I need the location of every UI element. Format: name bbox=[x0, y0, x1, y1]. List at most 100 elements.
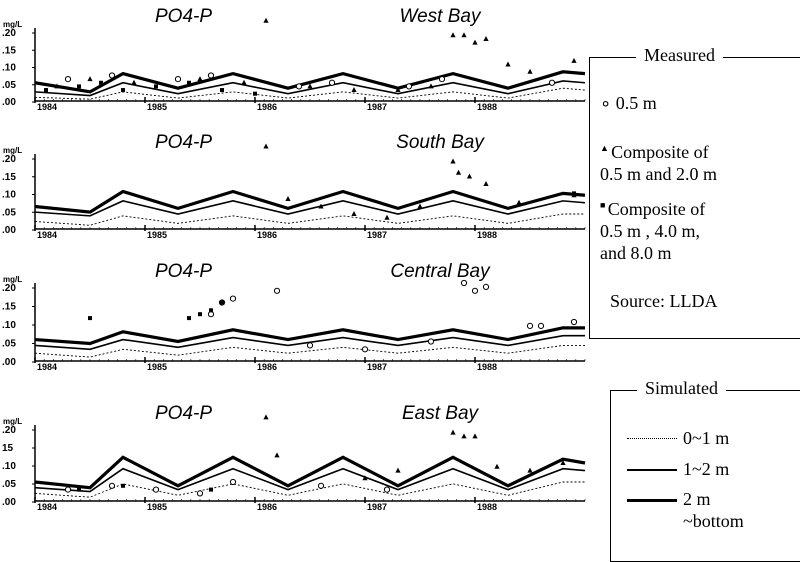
measured-triangle-point bbox=[461, 32, 467, 38]
measured-square-point bbox=[44, 88, 48, 93]
simulated-legend: Simulated 0~1 m 1~2 m 2 m ~bottom bbox=[610, 378, 800, 562]
measured-circle-point bbox=[471, 287, 479, 294]
x-tick-label: 1987 bbox=[367, 502, 387, 512]
x-tick-label: 1985 bbox=[147, 362, 167, 372]
measured-triangle-point bbox=[395, 467, 401, 473]
x-tick-label: 1984 bbox=[37, 502, 57, 512]
measured-circle-point bbox=[438, 76, 446, 83]
panel-title: Central Bay bbox=[390, 261, 491, 282]
measured-triangle-point bbox=[351, 87, 357, 93]
measured-triangle-point bbox=[483, 181, 489, 186]
panel-label-po4p: PO4-P bbox=[155, 403, 212, 424]
measured-circle-point bbox=[427, 338, 435, 345]
x-tick-label: 1985 bbox=[147, 230, 167, 240]
y-tick-label: .00 bbox=[2, 497, 16, 508]
series-line-2 bbox=[34, 80, 586, 97]
measured-circle-point bbox=[328, 79, 336, 86]
measured-triangle-point bbox=[461, 433, 467, 439]
measured-triangle-point bbox=[87, 76, 93, 82]
square-marker-icon: ■ bbox=[600, 200, 608, 210]
y-tick-label: .10 bbox=[2, 190, 16, 201]
y-tick-label: .10 bbox=[2, 320, 16, 331]
series-line-3 bbox=[34, 189, 586, 214]
x-tick-label: 1988 bbox=[477, 362, 497, 372]
panel-east-bay: PO4-P East Bay mg/L.20 15 .10 .05 .00 1984 1985 1… bbox=[2, 403, 586, 512]
measured-square-point bbox=[99, 80, 103, 85]
y-tick-label: .05 bbox=[2, 339, 16, 350]
measured-circle-point bbox=[108, 482, 116, 489]
measured-triangle-point bbox=[516, 199, 522, 205]
measured-square-point bbox=[198, 312, 202, 317]
y-tick-label: .05 bbox=[2, 207, 16, 218]
circle-marker-icon: ∘ bbox=[600, 93, 616, 113]
x-tick-label: 1984 bbox=[37, 102, 57, 112]
measured-square-point bbox=[220, 88, 224, 93]
measured-triangle-point bbox=[466, 173, 473, 179]
y-unit-label: mg/L bbox=[3, 275, 22, 284]
measured-square-point bbox=[187, 316, 191, 321]
x-tick-label: 1987 bbox=[367, 362, 387, 372]
measured-square-point bbox=[121, 483, 125, 488]
y-tick-label: .20 bbox=[2, 283, 16, 294]
measured-triangle-point bbox=[263, 17, 269, 23]
measured-circle-point bbox=[361, 346, 369, 353]
y-tick-label: .15 bbox=[2, 302, 16, 313]
measured-circle-point bbox=[537, 322, 545, 329]
x-tick-label: 1988 bbox=[477, 502, 497, 512]
legend-source: Source: LLDA bbox=[610, 291, 718, 311]
measured-circle-point bbox=[196, 490, 204, 497]
panel-label-po4p: PO4-P bbox=[155, 6, 212, 27]
y-tick-label: .05 bbox=[2, 80, 16, 91]
series-line-1 bbox=[34, 87, 586, 100]
y-tick-label: .20 bbox=[2, 154, 16, 165]
measured-triangle-point bbox=[362, 475, 368, 481]
measured-triangle-point bbox=[450, 32, 456, 38]
y-tick-label: .20 bbox=[2, 28, 16, 39]
y-tick-label: .10 bbox=[2, 63, 16, 74]
measured-triangle-point bbox=[395, 87, 401, 93]
measured-triangle-point bbox=[527, 68, 533, 74]
measured-square-point bbox=[253, 91, 257, 96]
measured-circle-point bbox=[207, 72, 215, 79]
x-tick-label: 1986 bbox=[257, 102, 277, 112]
y-unit-label: mg/L bbox=[3, 417, 22, 426]
panel-title: South Bay bbox=[396, 132, 485, 153]
measured-triangle-point bbox=[285, 196, 291, 201]
x-tick-label: 1986 bbox=[257, 230, 277, 240]
y-tick-label: .15 bbox=[2, 45, 16, 56]
measured-square-point bbox=[572, 191, 576, 196]
measured-triangle-point bbox=[455, 169, 462, 175]
measured-triangle-point bbox=[274, 452, 280, 458]
y-tick-label: .10 bbox=[2, 461, 16, 472]
measured-triangle-point bbox=[197, 76, 203, 82]
measured-triangle-point bbox=[263, 143, 269, 149]
legend-label-composite-3: Composite of 0.5 m , 4.0 m, and 8.0 m bbox=[600, 199, 706, 263]
measured-square-point bbox=[88, 316, 92, 321]
measured-square-point bbox=[77, 487, 81, 492]
measured-circle-point bbox=[207, 311, 215, 318]
measured-triangle-point bbox=[571, 57, 577, 63]
measured-legend-title: Measured bbox=[636, 45, 723, 66]
thick-line-swatch bbox=[627, 499, 677, 502]
thin-line-swatch bbox=[627, 469, 677, 471]
measured-square-point bbox=[121, 88, 125, 93]
measured-circle-point bbox=[152, 486, 160, 493]
measured-circle-point bbox=[174, 76, 182, 83]
measured-triangle-point bbox=[494, 463, 500, 469]
y-tick-label: .15 bbox=[2, 172, 16, 183]
measured-legend: Measured ∘ 0.5 m ▲ Composite of 0.5 m an… bbox=[589, 45, 800, 339]
measured-triangle-point bbox=[560, 460, 566, 465]
y-tick-label: .20 bbox=[2, 425, 16, 436]
simulated-legend-title: Simulated bbox=[637, 378, 726, 399]
x-tick-label: 1985 bbox=[147, 102, 167, 112]
series-line-2 bbox=[34, 334, 585, 351]
x-tick-label: 1985 bbox=[147, 502, 167, 512]
x-tick-label: 1987 bbox=[367, 102, 387, 112]
legend-label-0.5m: 0.5 m bbox=[615, 93, 657, 113]
panel-title: West Bay bbox=[400, 6, 482, 27]
legend-label-composite-2: Composite of 0.5 m and 2.0 m bbox=[600, 142, 717, 184]
measured-circle-point bbox=[273, 287, 281, 294]
measured-circle-point bbox=[482, 283, 490, 290]
panel-label-po4p: PO4-P bbox=[155, 132, 212, 153]
measured-square-point bbox=[209, 487, 213, 492]
